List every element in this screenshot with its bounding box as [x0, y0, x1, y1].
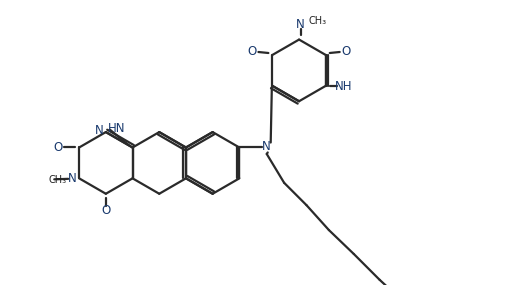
Text: CH₃: CH₃: [49, 175, 67, 185]
Text: CH₃: CH₃: [309, 16, 327, 26]
Text: N: N: [296, 18, 305, 31]
Text: N: N: [68, 172, 76, 185]
Text: HN: HN: [108, 122, 126, 135]
Text: O: O: [54, 141, 63, 154]
Text: O: O: [248, 44, 257, 58]
Text: N: N: [95, 124, 104, 137]
Text: O: O: [101, 204, 110, 217]
Text: O: O: [341, 44, 350, 58]
Text: N: N: [262, 140, 271, 153]
Text: NH: NH: [334, 80, 352, 93]
